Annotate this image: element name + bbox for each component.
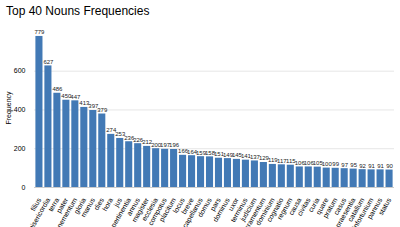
svg-text:226: 226: [133, 136, 144, 143]
svg-text:627: 627: [43, 59, 54, 65]
svg-text:447: 447: [70, 94, 81, 100]
svg-text:quare: quare: [314, 196, 330, 216]
svg-text:civitas: civitas: [295, 196, 312, 217]
svg-text:casus: casus: [332, 196, 348, 216]
svg-text:dominium: dominium: [254, 196, 276, 227]
svg-text:212: 212: [142, 139, 153, 146]
html-text:166 164 159 158: 166 164 159 158: [178, 148, 215, 156]
svg-text:92: 92: [359, 163, 366, 169]
svg-text:breve: breve: [180, 196, 195, 216]
svg-text:placitum: placitum: [157, 196, 177, 223]
svg-text:judicium: judicium: [238, 196, 258, 223]
svg-text:pratum: pratum: [321, 196, 339, 219]
svg-text:0: 0: [22, 184, 26, 191]
svg-text:hora: hora: [101, 196, 115, 213]
svg-text:450: 450: [61, 93, 72, 100]
svg-text:pars: pars: [208, 196, 222, 212]
svg-text:manus: manus: [79, 196, 97, 219]
svg-text:779: 779: [34, 29, 45, 35]
html-text:Top 40 Nouns Frequencies: Top 40 Nouns Frequencies: [6, 4, 150, 18]
svg-text:400: 400: [14, 106, 26, 113]
svg-text:95: 95: [350, 162, 357, 168]
svg-text:600: 600: [14, 67, 26, 74]
svg-text:dominus: dominus: [211, 196, 231, 223]
svg-text:91: 91: [377, 163, 384, 169]
svg-text:causa: causa: [287, 196, 303, 217]
svg-text:200: 200: [14, 145, 26, 152]
svg-text:locus: locus: [171, 196, 186, 215]
svg-text:domus: domus: [196, 196, 213, 219]
svg-text:397: 397: [88, 103, 99, 110]
svg-text:379: 379: [97, 107, 108, 113]
svg-text:uxor: uxor: [226, 196, 240, 212]
svg-text:413: 413: [79, 100, 90, 107]
svg-text:magister: magister: [130, 196, 150, 224]
svg-text:terminus: terminus: [229, 196, 249, 224]
svg-text:compotus: compotus: [146, 196, 168, 227]
svg-text:90: 90: [386, 163, 393, 169]
svg-text:annus: annus: [125, 196, 141, 217]
svg-text:100: 100: [322, 161, 333, 167]
html-text:151 149 145 141 137: 151 149 145 141 137: [214, 151, 260, 160]
svg-text:pannus: pannus: [365, 196, 384, 220]
svg-text:jus: jus: [112, 196, 123, 208]
svg-text:misericordia: misericordia: [26, 197, 51, 227]
html-text:200 197 196: 200 197 196: [151, 141, 180, 149]
svg-text:cognatio: cognatio: [265, 196, 285, 223]
svg-text:gloria: gloria: [72, 196, 88, 215]
svg-text:filius: filius: [29, 196, 43, 213]
svg-text:Frequency: Frequency: [5, 91, 13, 125]
svg-text:pater: pater: [55, 196, 70, 214]
svg-text:regnum: regnum: [275, 196, 294, 221]
svg-text:99: 99: [332, 161, 339, 167]
svg-text:ecclesia: ecclesia: [140, 196, 159, 222]
svg-text:terra: terra: [46, 196, 61, 213]
svg-text:catallum: catallum: [346, 196, 366, 223]
svg-text:dies: dies: [92, 196, 106, 212]
svg-text:274: 274: [106, 127, 117, 134]
svg-text:486: 486: [52, 86, 63, 92]
html-text:119 117 115 106 106 105: 119 117 115 106 106 105: [268, 157, 323, 167]
svg-text:91: 91: [368, 163, 375, 169]
svg-text:97: 97: [341, 162, 348, 168]
svg-text:253: 253: [115, 131, 126, 138]
svg-text:curia: curia: [306, 196, 321, 214]
svg-text:129: 129: [258, 155, 269, 162]
svg-text:status: status: [377, 196, 393, 216]
svg-text:236: 236: [124, 134, 135, 141]
